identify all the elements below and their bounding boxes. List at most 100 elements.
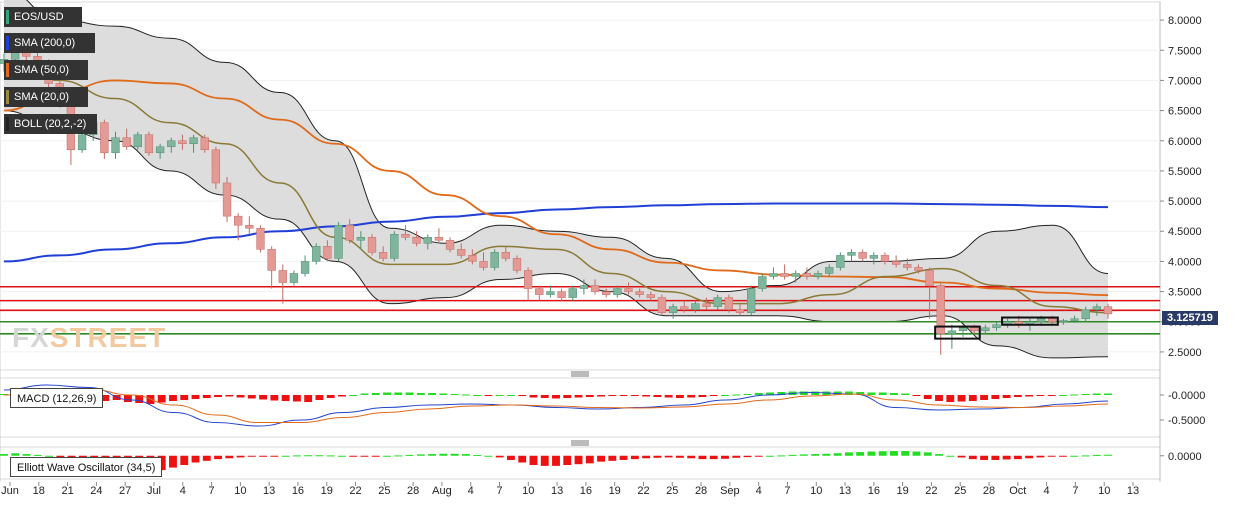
date-tick-label: 16 <box>292 485 304 497</box>
candle-body <box>300 261 310 274</box>
ewo-legend[interactable]: Elliott Wave Oscillator (34,5) <box>10 457 163 477</box>
ewo-histogram-bar <box>619 455 628 460</box>
ewo-histogram-bar <box>473 454 482 456</box>
legend-symbol[interactable]: EOS/USD <box>4 7 82 27</box>
legend-boll[interactable]: BOLL (20,2,-2) <box>4 114 97 134</box>
macd-histogram-bar <box>484 395 493 396</box>
macd-histogram-bar <box>766 392 774 395</box>
macd-histogram-bar <box>383 392 391 395</box>
date-tick-label: 4 <box>756 485 762 497</box>
macd-histogram-bar <box>304 395 313 402</box>
macd-histogram-bar <box>687 395 696 398</box>
macd-histogram-bar <box>675 395 684 398</box>
candle-body <box>780 273 789 277</box>
candle-body <box>802 273 812 277</box>
ewo-histogram-bar <box>326 455 335 457</box>
macd-histogram-bar <box>315 395 324 400</box>
macd-histogram-bar <box>844 391 853 395</box>
ewo-histogram-bar <box>247 455 256 457</box>
ewo-histogram-bar <box>33 454 42 456</box>
macd-histogram-bar <box>371 393 380 395</box>
date-tick-label: 27 <box>119 485 131 497</box>
candle-body <box>434 237 444 241</box>
bollinger-upper-line <box>26 0 1109 293</box>
ewo-histogram-bar <box>946 455 955 457</box>
ewo-histogram-bar <box>405 454 414 456</box>
ewo-histogram-bar <box>529 455 538 466</box>
date-tick-label: 10 <box>1098 485 1110 497</box>
ewo-histogram-bar <box>923 452 932 456</box>
ewo-histogram-bar <box>428 454 437 456</box>
candle-body <box>992 324 1001 329</box>
legend-sma20-label: SMA (20,0) <box>14 91 70 103</box>
legend-sma20[interactable]: SMA (20,0) <box>4 87 88 107</box>
legend-swatch-sma50 <box>6 63 9 77</box>
ewo-histogram-bar <box>901 451 910 456</box>
bollinger-lower-line <box>3 110 1109 359</box>
price-tick-label: 4.0000 <box>1168 256 1202 268</box>
date-tick-label: 4 <box>180 485 186 497</box>
ewo-histogram-bar <box>721 455 729 459</box>
ewo-histogram-bar <box>281 455 290 457</box>
ewo-histogram-bar <box>867 451 876 456</box>
macd-histogram-bar <box>743 394 752 395</box>
ewo-histogram-bar <box>698 455 707 460</box>
candle-body <box>378 252 388 259</box>
ewo-histogram-bar <box>642 455 651 459</box>
candle-body <box>412 237 421 244</box>
date-tick-label: 7 <box>1072 485 1078 497</box>
macd-tick-label: -0.5000 <box>1168 415 1205 427</box>
macd-histogram-bar <box>867 392 876 395</box>
ewo-histogram-bar <box>169 455 177 468</box>
ewo-histogram-bar <box>1025 455 1034 459</box>
candle-body <box>401 234 410 238</box>
ewo-histogram-bar <box>912 451 921 456</box>
macd-histogram-bar <box>1092 393 1101 395</box>
macd-histogram-bar <box>0 394 8 395</box>
sma50-line <box>3 79 1109 297</box>
candle-body <box>702 303 711 307</box>
ewo-histogram-bar <box>191 455 200 463</box>
macd-histogram-bar <box>270 395 279 401</box>
ewo-histogram-bar <box>833 453 842 456</box>
candle-body <box>167 140 176 148</box>
candle-body <box>1092 306 1102 310</box>
candle-body <box>457 249 466 256</box>
ewo-histogram-bar <box>236 455 245 458</box>
price-tick-label: 3.5000 <box>1168 287 1202 299</box>
macd-histogram-bar <box>338 395 346 397</box>
ewo-histogram-bar <box>991 455 1000 460</box>
legend-sma200[interactable]: SMA (200,0) <box>4 33 95 53</box>
price-tick-label: 7.5000 <box>1168 45 1202 57</box>
consolidation-box <box>934 325 981 340</box>
macd-histogram-bar <box>991 395 1000 399</box>
macd-legend[interactable]: MACD (12,26,9) <box>10 388 104 408</box>
macd-histogram-bar <box>473 395 482 396</box>
ewo-histogram-bar <box>788 454 797 456</box>
candle-body <box>1059 320 1068 322</box>
candle-body <box>825 267 834 274</box>
ewo-histogram-bar <box>225 455 234 459</box>
ewo-histogram-bar <box>0 454 8 456</box>
candle-body <box>769 273 778 277</box>
ewo-histogram-bar <box>935 454 943 456</box>
ewo-histogram-bar <box>416 454 425 456</box>
macd-histogram-bar <box>1070 394 1079 396</box>
macd-signal-line <box>3 388 1109 423</box>
price-tick-label: 5.5000 <box>1168 166 1202 178</box>
macd-histogram-bar <box>878 392 887 395</box>
candle-body <box>267 249 276 271</box>
ewo-histogram-bar <box>1047 455 1056 457</box>
candle-body <box>880 255 890 262</box>
ewo-histogram-bar <box>743 455 752 458</box>
legend-swatch-boll <box>6 117 9 131</box>
ewo-histogram-bar <box>506 455 515 460</box>
ewo-histogram-bar <box>214 455 222 460</box>
macd-histogram-bar <box>405 392 414 395</box>
date-tick-label: 16 <box>868 485 880 497</box>
legend-symbol-label: EOS/USD <box>14 11 64 23</box>
legend-sma50[interactable]: SMA (50,0) <box>4 60 88 80</box>
date-tick-label: 28 <box>407 485 419 497</box>
macd-histogram-bar <box>461 394 470 396</box>
